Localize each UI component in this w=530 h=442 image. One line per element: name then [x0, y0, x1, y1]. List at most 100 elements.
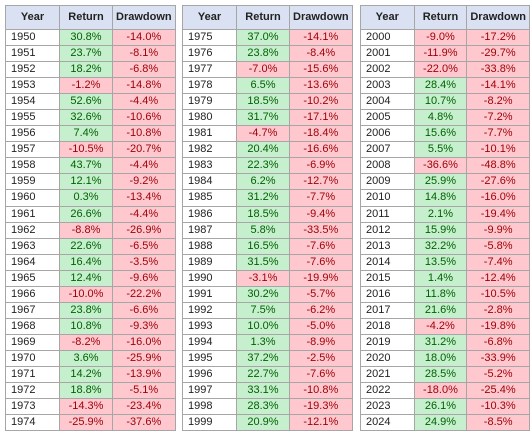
drawdown-cell: -19.8% [466, 317, 530, 335]
return-cell: 15.9% [413, 221, 468, 239]
return-cell: 20.4% [236, 141, 290, 159]
table-row: 1952 18.2% -6.8% [5, 61, 176, 79]
return-cell: 6.5% [236, 77, 290, 95]
year-cell: 2011 [360, 205, 415, 223]
drawdown-cell: -13.9% [112, 365, 176, 384]
table-row: 1977 -7.0% -15.6% [182, 61, 353, 79]
table-row: 1956 7.4% -10.8% [5, 125, 176, 143]
return-cell: 10.7% [413, 93, 468, 111]
return-cell: 30.8% [59, 28, 113, 47]
drawdown-cell: -7.7% [466, 125, 530, 143]
year-header: Year [5, 5, 60, 30]
year-cell: 2001 [360, 45, 415, 63]
return-cell: 18.0% [413, 349, 468, 367]
table-row: 1992 7.5% -6.2% [182, 301, 353, 319]
return-cell: 15.6% [413, 125, 468, 143]
year-cell: 1993 [182, 317, 237, 335]
drawdown-cell: -14.0% [112, 28, 176, 47]
table-row: 2024 24.9% -8.5% [360, 414, 530, 432]
drawdown-cell: -33.9% [466, 349, 530, 367]
table-row: 2019 31.2% -6.8% [360, 333, 530, 351]
year-cell: 1981 [182, 125, 237, 143]
year-cell: 1977 [182, 61, 237, 79]
table-row: 2002 -22.0% -33.8% [360, 61, 530, 79]
year-cell: 1958 [5, 157, 60, 175]
drawdown-cell: -6.6% [112, 301, 176, 319]
table-row: 1955 32.6% -10.6% [5, 109, 176, 127]
drawdown-header: Drawdown [289, 5, 353, 30]
return-cell: 5.8% [236, 221, 290, 239]
drawdown-cell: -10.6% [112, 109, 176, 127]
table-row: 1979 18.5% -10.2% [182, 93, 353, 111]
year-cell: 1952 [5, 61, 60, 79]
drawdown-cell: -20.7% [112, 141, 176, 159]
year-cell: 1979 [182, 93, 237, 111]
return-cell: 7.4% [59, 125, 113, 143]
header-row: Year Return Drawdown [182, 5, 353, 30]
return-cell: -14.3% [59, 398, 113, 416]
return-cell: 22.7% [236, 365, 290, 384]
table-row: 1964 16.4% -3.5% [5, 253, 176, 271]
year-cell: 2002 [360, 61, 415, 79]
table-row: 1980 31.7% -17.1% [182, 109, 353, 127]
drawdown-cell: -8.9% [289, 333, 353, 351]
table-row: 1969 -8.2% -16.0% [5, 333, 176, 351]
return-cell: 18.2% [59, 61, 113, 79]
table-row: 1951 23.7% -8.1% [5, 45, 176, 63]
return-cell: 31.2% [413, 333, 468, 351]
return-cell: 6.2% [236, 173, 290, 191]
table-row: 1959 12.1% -9.2% [5, 173, 176, 191]
table-row: 1990 -3.1% -19.9% [182, 269, 353, 287]
drawdown-cell: -5.8% [466, 237, 530, 255]
drawdown-cell: -6.8% [112, 61, 176, 79]
year-cell: 1992 [182, 301, 237, 319]
table-row: 1962 -8.8% -26.9% [5, 221, 176, 239]
table-row: 1994 1.3% -8.9% [182, 333, 353, 351]
drawdown-cell: -16.0% [466, 189, 530, 207]
return-cell: -11.9% [413, 45, 468, 63]
year-cell: 2005 [360, 109, 415, 127]
year-cell: 1956 [5, 125, 60, 143]
return-cell: 12.1% [59, 173, 113, 191]
drawdown-cell: -25.4% [466, 382, 530, 400]
drawdown-cell: -7.7% [289, 189, 353, 207]
table-row: 1954 52.6% -4.4% [5, 93, 176, 111]
return-cell: 23.7% [59, 45, 113, 63]
return-cell: 16.5% [236, 237, 290, 255]
return-cell: -9.0% [413, 28, 468, 47]
drawdown-header: Drawdown [466, 5, 530, 30]
drawdown-cell: -7.2% [466, 109, 530, 127]
year-cell: 2024 [360, 414, 415, 432]
drawdown-cell: -6.9% [289, 157, 353, 175]
table-row: 1981 -4.7% -18.4% [182, 125, 353, 143]
return-cell: 11.8% [413, 285, 468, 303]
return-cell: 18.8% [59, 382, 113, 400]
return-cell: -8.2% [59, 333, 113, 351]
drawdown-cell: -19.4% [466, 205, 530, 223]
year-cell: 1960 [5, 189, 60, 207]
drawdown-cell: -19.3% [289, 398, 353, 416]
year-cell: 2015 [360, 269, 415, 287]
table-row: 1968 10.8% -9.3% [5, 317, 176, 335]
return-cell: 5.5% [413, 141, 468, 159]
drawdown-cell: -26.9% [112, 221, 176, 239]
table-row: 1985 31.2% -7.7% [182, 189, 353, 207]
drawdown-cell: -7.4% [466, 253, 530, 271]
year-cell: 1957 [5, 141, 60, 159]
table-row: 1972 18.8% -5.1% [5, 382, 176, 400]
drawdown-cell: -13.4% [112, 189, 176, 207]
drawdown-cell: -17.1% [289, 109, 353, 127]
return-cell: -7.0% [236, 61, 290, 79]
drawdown-cell: -6.5% [112, 237, 176, 255]
table-row: 1975 37.0% -14.1% [182, 28, 353, 47]
drawdown-cell: -19.9% [289, 269, 353, 287]
year-cell: 1997 [182, 382, 237, 400]
drawdown-cell: -8.5% [466, 414, 530, 432]
year-cell: 2016 [360, 285, 415, 303]
table-row: 2017 21.6% -2.8% [360, 301, 530, 319]
drawdown-cell: -5.1% [112, 382, 176, 400]
table-row: 1998 28.3% -19.3% [182, 398, 353, 416]
year-cell: 1995 [182, 349, 237, 367]
drawdown-cell: -7.6% [289, 253, 353, 271]
year-cell: 1980 [182, 109, 237, 127]
